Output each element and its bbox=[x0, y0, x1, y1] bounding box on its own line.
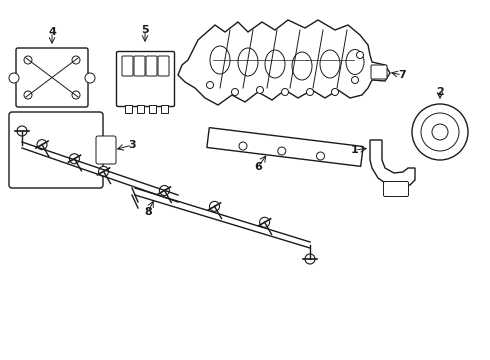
Ellipse shape bbox=[210, 46, 230, 74]
Ellipse shape bbox=[238, 48, 258, 76]
Bar bbox=[137, 105, 144, 113]
FancyBboxPatch shape bbox=[96, 136, 116, 164]
Circle shape bbox=[421, 113, 459, 151]
Circle shape bbox=[24, 91, 32, 99]
Polygon shape bbox=[178, 20, 390, 105]
Circle shape bbox=[37, 140, 47, 150]
Circle shape bbox=[305, 254, 315, 264]
FancyBboxPatch shape bbox=[122, 56, 133, 76]
Circle shape bbox=[281, 89, 289, 95]
Circle shape bbox=[70, 154, 79, 164]
Circle shape bbox=[24, 56, 32, 64]
Polygon shape bbox=[370, 140, 415, 187]
Circle shape bbox=[72, 91, 80, 99]
Bar bbox=[125, 105, 132, 113]
Circle shape bbox=[9, 73, 19, 83]
FancyBboxPatch shape bbox=[9, 112, 103, 188]
Circle shape bbox=[72, 56, 80, 64]
Text: 5: 5 bbox=[141, 25, 149, 35]
Circle shape bbox=[260, 217, 270, 227]
Circle shape bbox=[231, 89, 239, 95]
FancyBboxPatch shape bbox=[117, 51, 174, 107]
Bar bbox=[161, 105, 168, 113]
Circle shape bbox=[159, 185, 170, 195]
Ellipse shape bbox=[346, 50, 364, 75]
Text: 7: 7 bbox=[398, 70, 406, 80]
Circle shape bbox=[332, 89, 339, 95]
Circle shape bbox=[206, 81, 214, 89]
Bar bbox=[149, 105, 156, 113]
Text: 2: 2 bbox=[436, 87, 444, 97]
Circle shape bbox=[357, 51, 364, 59]
FancyBboxPatch shape bbox=[371, 65, 387, 79]
FancyBboxPatch shape bbox=[146, 56, 157, 76]
Text: 6: 6 bbox=[254, 162, 262, 172]
Ellipse shape bbox=[292, 52, 312, 80]
Circle shape bbox=[412, 104, 468, 160]
Circle shape bbox=[317, 152, 324, 160]
Circle shape bbox=[17, 126, 27, 136]
Circle shape bbox=[278, 147, 286, 155]
FancyBboxPatch shape bbox=[384, 181, 409, 197]
Circle shape bbox=[307, 89, 314, 95]
FancyBboxPatch shape bbox=[158, 56, 169, 76]
Text: 8: 8 bbox=[144, 207, 152, 217]
Text: 1: 1 bbox=[351, 145, 359, 155]
Text: 4: 4 bbox=[48, 27, 56, 37]
Ellipse shape bbox=[265, 50, 285, 78]
Circle shape bbox=[98, 166, 109, 176]
Circle shape bbox=[256, 86, 264, 94]
Text: 3: 3 bbox=[128, 140, 136, 150]
Polygon shape bbox=[207, 128, 363, 166]
Circle shape bbox=[239, 142, 247, 150]
Circle shape bbox=[432, 124, 448, 140]
Circle shape bbox=[85, 73, 95, 83]
Ellipse shape bbox=[320, 50, 340, 78]
FancyBboxPatch shape bbox=[16, 48, 88, 107]
Circle shape bbox=[351, 77, 359, 84]
Circle shape bbox=[210, 201, 220, 211]
FancyBboxPatch shape bbox=[134, 56, 145, 76]
